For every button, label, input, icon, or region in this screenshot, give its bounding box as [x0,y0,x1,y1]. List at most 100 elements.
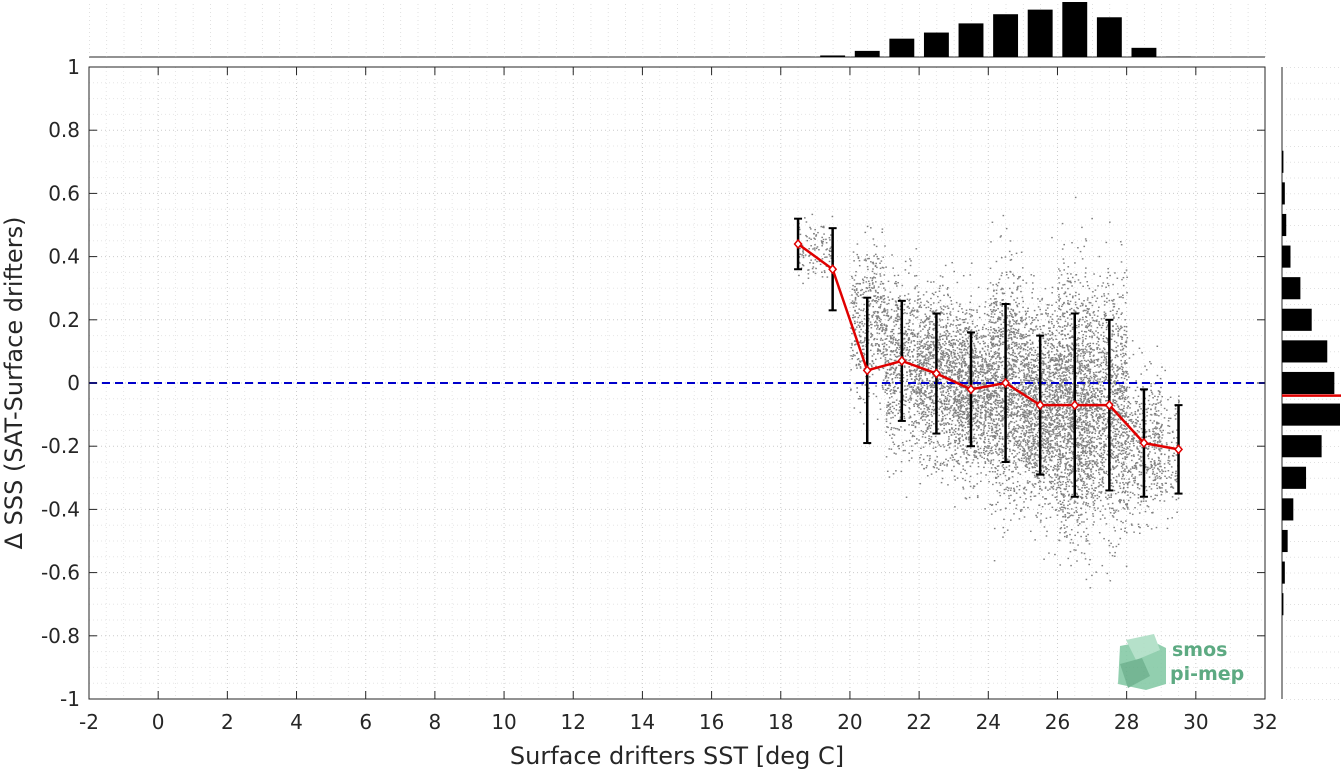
scatter-point [907,293,910,295]
scatter-point [1041,374,1043,377]
scatter-point [1024,379,1026,381]
scatter-point [1050,384,1053,387]
scatter-point [881,384,884,387]
scatter-point [956,477,959,479]
scatter-point [1013,282,1015,284]
scatter-point [972,420,975,422]
scatter-point [875,302,878,304]
scatter-point [937,295,939,298]
scatter-point [974,349,977,352]
scatter-point [933,384,935,386]
scatter-point [879,307,881,309]
scatter-point [897,412,900,415]
scatter-point [924,370,927,372]
scatter-point [996,442,998,445]
scatter-point [1002,214,1005,217]
scatter-point [913,391,916,393]
scatter-point [910,378,913,380]
scatter-point [821,245,823,247]
scatter-point [860,294,862,296]
scatter-point [1021,430,1024,432]
scatter-point [1012,319,1014,321]
scatter-point [955,436,957,438]
scatter-point [965,445,968,447]
scatter-point [976,483,979,485]
scatter-point [1012,359,1015,361]
scatter-point [954,395,957,398]
scatter-point [930,441,933,443]
scatter-point [1025,336,1028,338]
scatter-point [936,461,939,463]
scatter-point [975,450,977,452]
scatter-point [869,277,872,279]
scatter-point [868,286,871,289]
scatter-point [907,354,909,357]
scatter-point [929,384,932,386]
scatter-point [1012,341,1015,343]
scatter-point [1000,405,1003,408]
scatter-point [856,326,858,328]
scatter-point [919,377,921,380]
scatter-point [988,332,991,334]
scatter-point [976,363,979,365]
scatter-point [971,315,974,317]
scatter-point [1011,390,1013,392]
scatter-point [883,307,886,310]
scatter-point [980,371,983,373]
scatter-point [979,455,982,457]
scatter-point [830,257,833,259]
scatter-point [1046,467,1048,470]
scatter-point [1045,423,1047,425]
scatter-point [996,371,998,373]
scatter-point [1019,285,1022,287]
scatter-point [1018,276,1020,278]
scatter-point [965,432,968,434]
scatter-point [878,369,881,371]
scatter-point [926,455,929,457]
scatter-point [888,299,891,301]
scatter-point [914,375,916,378]
scatter-point [918,423,920,425]
scatter-point [979,409,982,411]
scatter-point [1048,480,1051,483]
scatter-point [1032,395,1035,397]
scatter-point [990,467,993,469]
scatter-point [894,427,897,430]
scatter-point [1002,445,1005,447]
scatter-point [1020,417,1022,420]
scatter-point [902,444,905,446]
scatter-point [1031,354,1033,356]
scatter-point [1010,258,1013,261]
scatter-point [957,462,960,465]
scatter-point [896,376,899,379]
scatter-point [961,369,964,371]
scatter-point [982,406,985,408]
scatter-point [898,373,900,375]
scatter-point [927,396,930,399]
scatter-point [987,416,989,418]
scatter-point [882,283,885,285]
scatter-point [944,264,947,267]
scatter-point [911,388,914,390]
scatter-point [875,395,878,398]
scatter-point [980,423,982,425]
scatter-point [926,475,929,477]
scatter-point [894,350,897,352]
scatter-point [1001,402,1003,404]
scatter-point [883,342,886,345]
scatter-point [923,401,925,403]
scatter-point [1016,297,1019,299]
scatter-point [881,339,884,341]
scatter-point [983,423,985,425]
scatter-point [870,287,873,289]
scatter-point [850,327,852,329]
scatter-point [1023,501,1025,503]
scatter-point [922,347,925,349]
scatter-point [808,254,811,256]
scatter-point [907,338,910,341]
scatter-point [930,307,932,310]
scatter-point [855,283,858,285]
scatter-point [933,395,935,397]
scatter-point [925,291,928,293]
scatter-point [946,370,948,372]
